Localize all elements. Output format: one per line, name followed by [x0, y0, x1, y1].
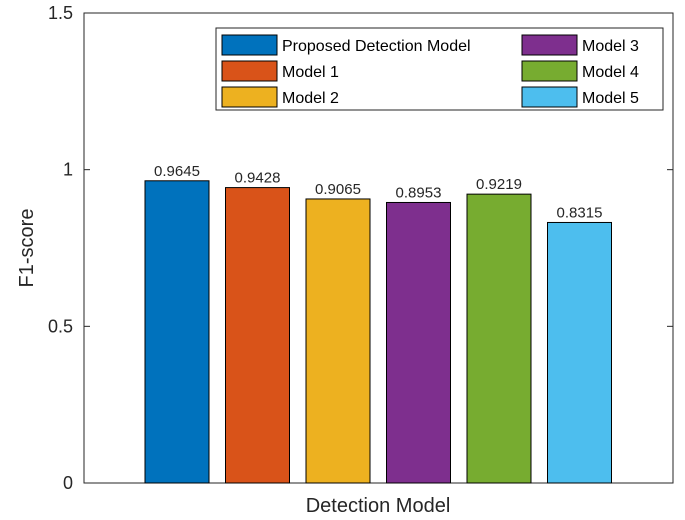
bar-value-label: 0.9428	[235, 170, 281, 187]
y-tick-label: 1.5	[48, 3, 73, 23]
bar-value-label: 0.9645	[154, 163, 200, 180]
bar-value-label: 0.9065	[315, 181, 361, 198]
legend-entry-label: Proposed Detection Model	[282, 38, 471, 55]
y-tick-label: 1	[63, 160, 73, 180]
bar-2	[225, 187, 290, 484]
legend-swatch	[221, 34, 278, 56]
legend: Proposed Detection Model Model 1 Model 2 Mo…	[215, 27, 664, 111]
legend-swatch	[521, 86, 578, 108]
legend-box	[215, 27, 664, 111]
legend-entry-label: Model 4	[582, 64, 639, 81]
legend-entry-label: Model 3	[582, 38, 639, 55]
y-tick-label: 0	[63, 473, 73, 493]
bar-value-label: 0.9219	[476, 176, 522, 193]
y-axis-label: F1-score	[16, 209, 38, 288]
bar-value-label: 0.8315	[557, 204, 603, 221]
x-axis-label: Detection Model	[306, 495, 451, 517]
bar-4	[386, 201, 451, 484]
bar-value-label: 0.8953	[396, 184, 442, 201]
legend-entry-label: Model 1	[282, 64, 339, 81]
legend-entry-label: Model 5	[582, 90, 639, 107]
bar-1	[144, 180, 210, 484]
legend-swatch	[521, 60, 578, 82]
bar-6	[547, 221, 612, 484]
bar-5	[466, 193, 532, 484]
legend-swatch	[221, 86, 278, 108]
legend-entry-label: Model 2	[282, 90, 339, 107]
legend-swatch	[221, 60, 278, 82]
y-tick-label: 0.5	[48, 316, 73, 336]
legend-swatch	[521, 34, 578, 56]
bar-3	[305, 198, 371, 484]
